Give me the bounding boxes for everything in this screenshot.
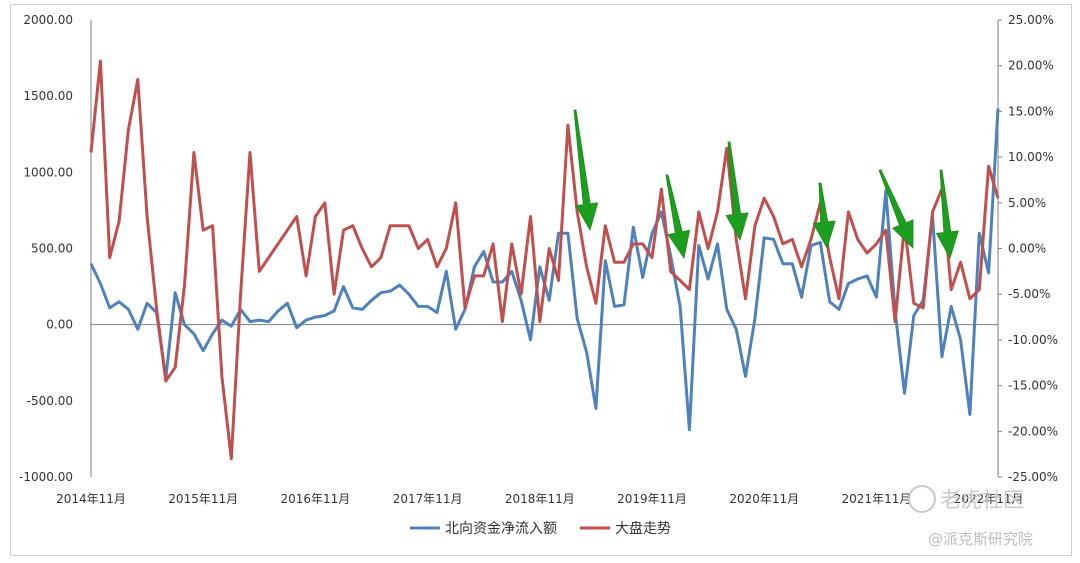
down-arrow-icon xyxy=(935,169,959,260)
left-tick-label: 0.00 xyxy=(46,318,73,332)
x-tick-label: 2014年11月 xyxy=(56,492,126,506)
x-tick-label: 2022年11月 xyxy=(954,492,1024,506)
right-tick-label: -25.00% xyxy=(1008,470,1058,484)
right-tick-label: -5.00% xyxy=(1008,287,1050,301)
tiger-logo-icon xyxy=(908,485,936,513)
axes: 2000.00 1500.00 1000.00 500.00 0.00 -500.00 -1… xyxy=(19,13,1058,506)
x-tick-label: 2017年11月 xyxy=(393,492,463,506)
x-tick-label: 2021年11月 xyxy=(842,492,912,506)
chart-frame xyxy=(10,4,1072,556)
right-tick-label: -15.00% xyxy=(1008,379,1058,393)
right-tick-label: 20.00% xyxy=(1008,59,1054,73)
x-tick-label: 2018年11月 xyxy=(505,492,575,506)
series-line-1 xyxy=(89,59,1000,461)
watermark: 老虎社区 @派克斯研究院 xyxy=(908,485,1033,548)
x-tick-label: 2019年11月 xyxy=(617,492,687,506)
right-tick-label: -20.00% xyxy=(1008,424,1058,438)
left-tick-label: 1500.00 xyxy=(23,89,73,103)
right-tick-label: 5.00% xyxy=(1008,196,1046,210)
down-arrow-icon xyxy=(812,182,836,250)
legend-label-market: 大盘走势 xyxy=(615,520,671,537)
left-tick-label: 2000.00 xyxy=(23,13,73,27)
watermark-main: 老虎社区 xyxy=(940,488,1024,512)
x-tick-label: 2020年11月 xyxy=(729,492,799,506)
right-tick-label: 0.00% xyxy=(1008,242,1046,256)
series-line-0 xyxy=(89,108,1000,432)
right-tick-label: -10.00% xyxy=(1008,333,1058,347)
right-tick-label: 10.00% xyxy=(1008,150,1054,164)
x-tick-label: 2015年11月 xyxy=(168,492,238,506)
down-arrow-icon xyxy=(725,141,749,242)
down-arrow-icon xyxy=(665,174,691,260)
left-tick-label: -500.00 xyxy=(27,394,73,408)
x-tick-label: 2016年11月 xyxy=(281,492,351,506)
legend: 北向资金净流入额 大盘走势 xyxy=(410,520,671,537)
down-arrow-icon xyxy=(573,109,599,232)
right-tick-label: 15.00% xyxy=(1008,104,1054,118)
watermark-sub: @派克斯研究院 xyxy=(928,530,1033,548)
series-lines xyxy=(89,59,1000,461)
down-arrow-icon xyxy=(878,169,914,249)
annotation-arrows xyxy=(573,109,959,260)
left-tick-label: 1000.00 xyxy=(23,165,73,179)
left-tick-label: 500.00 xyxy=(31,242,73,256)
left-tick-label: -1000.00 xyxy=(19,470,73,484)
legend-label-north: 北向资金净流入额 xyxy=(445,521,557,537)
right-tick-label: 25.00% xyxy=(1008,13,1054,27)
